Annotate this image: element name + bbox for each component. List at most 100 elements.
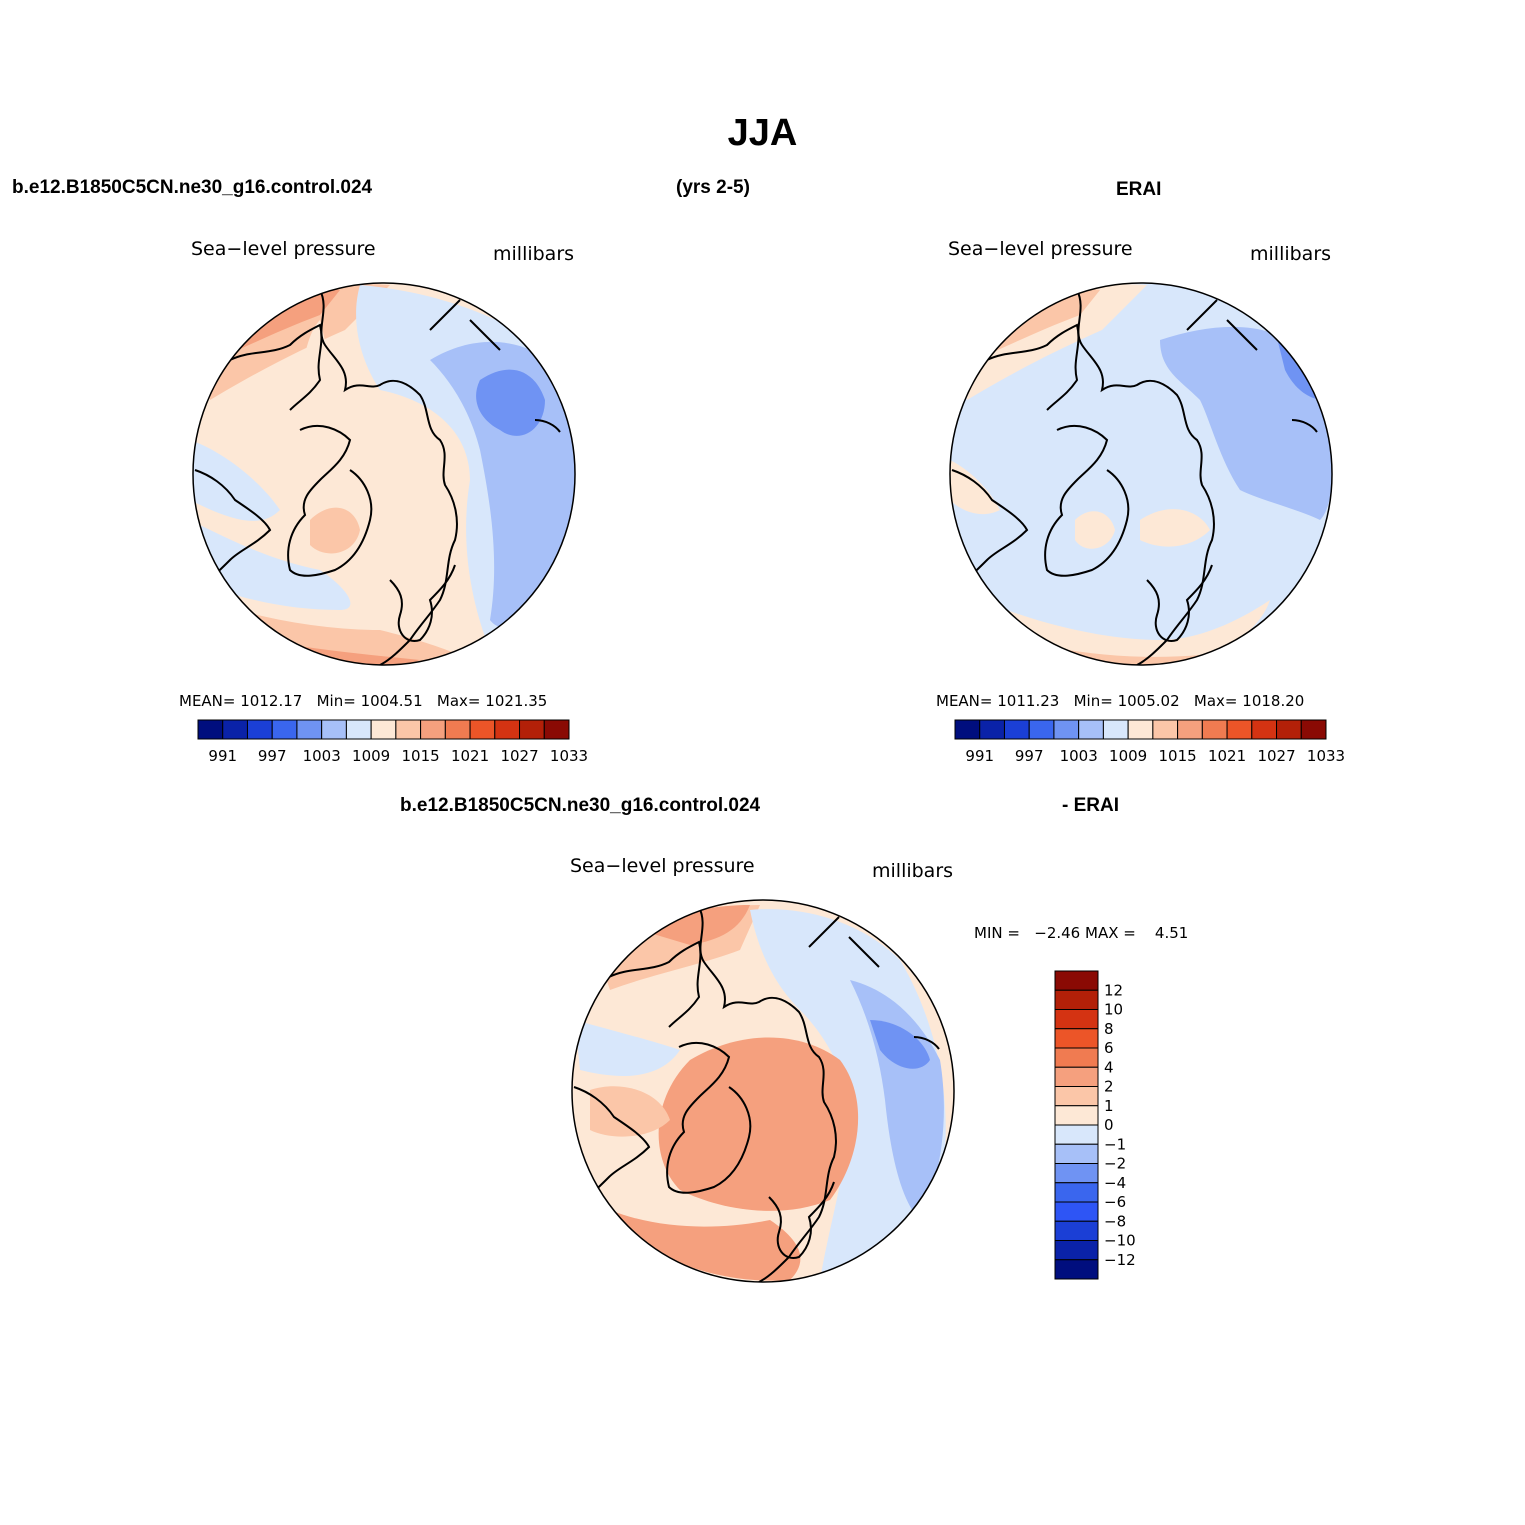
obs-name: ERAI xyxy=(1116,179,1162,200)
obs-colorbar-box-5 xyxy=(1078,719,1104,740)
diff-title-left: b.e12.B1850C5CN.ne30_g16.control.024 xyxy=(400,795,761,816)
diff-colorbar-label-6: 1 xyxy=(1104,1097,1114,1115)
obs-mean-label: MEAN= xyxy=(936,692,993,710)
model-colorbar-box-0 xyxy=(197,719,224,740)
obs-colorbar-box-12 xyxy=(1251,719,1278,740)
model-coastlines xyxy=(194,289,561,665)
diff-units-label: millibars xyxy=(872,860,954,882)
model-field-high-nw xyxy=(200,284,390,400)
obs-variable-label: Sea−level pressure xyxy=(948,238,1133,260)
diff-field-higher-s xyxy=(610,1210,801,1281)
model-min-label: Min= xyxy=(316,692,356,710)
model-colorbar: 991 997 1003 1009 1015 1021 1027 1033 xyxy=(197,719,588,765)
diff-colorbar-label-4: 4 xyxy=(1104,1058,1114,1076)
diff-title-right: - ERAI xyxy=(1062,795,1119,816)
model-stats: MEAN= 1012.17 Min= 1004.51 Max= 1021.35 xyxy=(179,692,547,710)
obs-colorbar-box-2 xyxy=(1003,719,1030,740)
model-colorbar-label-0: 991 xyxy=(208,747,237,765)
model-colorbar-box-13 xyxy=(519,719,545,740)
model-colorbar-label-2: 1003 xyxy=(303,747,341,765)
model-field-lowest-ne xyxy=(476,369,545,436)
model-colorbar-box-5 xyxy=(321,719,347,740)
obs-colorbar-box-6 xyxy=(1102,719,1129,740)
diff-colorbar-box-10 xyxy=(1054,1163,1099,1184)
model-colorbar-box-8 xyxy=(395,719,422,740)
diff-colorbar-box-15 xyxy=(1054,1259,1099,1280)
obs-colorbar-box-0 xyxy=(954,719,981,740)
diff-field-lowest-e xyxy=(870,1020,930,1069)
obs-stats: MEAN= 1011.23 Min= 1005.02 Max= 1018.20 xyxy=(936,692,1304,710)
diff-colorbar-label-1: 10 xyxy=(1104,1001,1123,1019)
model-colorbar-box-14 xyxy=(543,719,570,740)
obs-map xyxy=(949,282,1333,666)
obs-colorbar-box-13 xyxy=(1276,719,1302,740)
diff-variable-label: Sea−level pressure xyxy=(570,855,755,877)
obs-units-label: millibars xyxy=(1250,243,1332,265)
obs-mean: 1011.23 xyxy=(997,692,1060,710)
obs-field-mid-greenland xyxy=(1075,511,1115,549)
diff-colorbar-label-9: −2 xyxy=(1104,1155,1126,1173)
diff-field-lower-e xyxy=(850,980,944,1220)
obs-colorbar-box-9 xyxy=(1177,719,1203,740)
obs-colorbar-box-8 xyxy=(1152,719,1179,740)
model-field-mid xyxy=(296,320,332,432)
model-colorbar-label-4: 1015 xyxy=(402,747,440,765)
obs-min: 1005.02 xyxy=(1117,692,1180,710)
diff-colorbar-box-6 xyxy=(1054,1086,1099,1107)
obs-colorbar-label-5: 1021 xyxy=(1208,747,1246,765)
obs-coastlines xyxy=(951,289,1318,665)
diff-min-label: MIN = xyxy=(974,924,1020,942)
diff-field-higher-center xyxy=(658,1037,859,1211)
obs-colorbar: 991 997 1003 1009 1015 1021 1027 1033 xyxy=(954,719,1345,765)
diff-colorbar-box-9 xyxy=(1054,1143,1099,1164)
model-colorbar-box-11 xyxy=(469,719,496,740)
model-colorbar-box-1 xyxy=(222,719,248,740)
model-colorbar-label-6: 1027 xyxy=(500,747,538,765)
main-title: JJA xyxy=(727,112,798,154)
obs-colorbar-label-4: 1015 xyxy=(1159,747,1197,765)
obs-field-mid-c xyxy=(1140,509,1210,547)
model-colorbar-label-1: 997 xyxy=(258,747,287,765)
diff-colorbar-label-8: −1 xyxy=(1104,1135,1126,1153)
diff-colorbar-box-14 xyxy=(1054,1240,1099,1261)
diff-colorbar-label-3: 6 xyxy=(1104,1039,1114,1057)
obs-map-border xyxy=(949,282,1333,666)
diff-min: −2.46 xyxy=(1034,924,1081,942)
diff-field-higher-nw xyxy=(640,905,750,945)
obs-field-mid-nw xyxy=(957,284,1147,400)
obs-colorbar-box-7 xyxy=(1127,719,1154,740)
diff-colorbar-box-3 xyxy=(1054,1028,1099,1049)
model-colorbar-box-9 xyxy=(420,719,446,740)
model-colorbar-label-7: 1033 xyxy=(550,747,588,765)
diff-colorbar-label-0: 12 xyxy=(1104,981,1123,999)
obs-min-label: Min= xyxy=(1073,692,1113,710)
diff-colorbar-box-11 xyxy=(1054,1182,1099,1203)
diff-map-border xyxy=(571,899,955,1283)
obs-colorbar-label-6: 1027 xyxy=(1257,747,1295,765)
model-colorbar-label-5: 1021 xyxy=(451,747,489,765)
model-colorbar-box-10 xyxy=(444,719,471,740)
diff-max-label: MAX = xyxy=(1085,924,1136,942)
model-min: 1004.51 xyxy=(360,692,423,710)
diff-colorbar-label-13: −10 xyxy=(1104,1232,1136,1250)
years-label: (yrs 2-5) xyxy=(676,177,750,198)
model-colorbar-box-4 xyxy=(296,719,323,740)
obs-max: 1018.20 xyxy=(1242,692,1305,710)
model-map-border xyxy=(192,282,576,666)
diff-colorbar-box-0 xyxy=(1054,970,1099,991)
obs-colorbar-label-7: 1033 xyxy=(1307,747,1345,765)
diff-max: 4.51 xyxy=(1154,924,1189,942)
model-variable-label: Sea−level pressure xyxy=(191,238,376,260)
obs-colorbar-label-0: 991 xyxy=(965,747,994,765)
diff-colorbar-label-7: 0 xyxy=(1104,1116,1114,1134)
diff-colorbar-label-11: −6 xyxy=(1104,1193,1126,1211)
diff-colorbar-box-5 xyxy=(1054,1066,1099,1087)
diff-colorbar-box-7 xyxy=(1054,1105,1099,1126)
diff-colorbar-label-5: 2 xyxy=(1104,1078,1114,1096)
obs-colorbar-label-2: 1003 xyxy=(1060,747,1098,765)
model-max: 1021.35 xyxy=(485,692,548,710)
diff-colorbar-label-10: −4 xyxy=(1104,1174,1126,1192)
obs-max-label: Max= xyxy=(1193,692,1238,710)
